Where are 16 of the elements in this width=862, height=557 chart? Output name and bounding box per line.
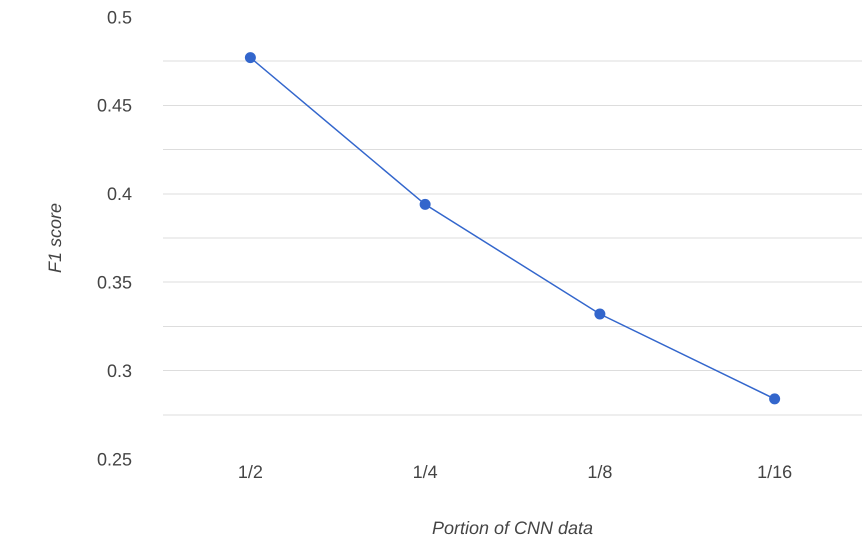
point <box>244 52 256 64</box>
y-tick-label: 0.25 <box>96 449 132 470</box>
y-axis-title: F1 score <box>45 202 66 274</box>
point <box>594 308 606 320</box>
x-axis-title: Portion of CNN data <box>432 518 594 538</box>
point <box>769 393 780 404</box>
y-tick-label: 0.4 <box>106 184 132 204</box>
y-tick-label: 0.5 <box>106 7 132 28</box>
x-tick-label: 1/16 <box>757 462 792 482</box>
x-tick-label: 1/2 <box>238 462 263 482</box>
y-tick-label: 0.45 <box>96 96 132 116</box>
x-tick-label: 1/4 <box>412 462 438 482</box>
y-tick-label: 0.3 <box>106 360 132 381</box>
point <box>420 198 431 210</box>
y-tick-label: 0.35 <box>96 272 132 292</box>
x-tick-label: 1/8 <box>587 462 612 482</box>
